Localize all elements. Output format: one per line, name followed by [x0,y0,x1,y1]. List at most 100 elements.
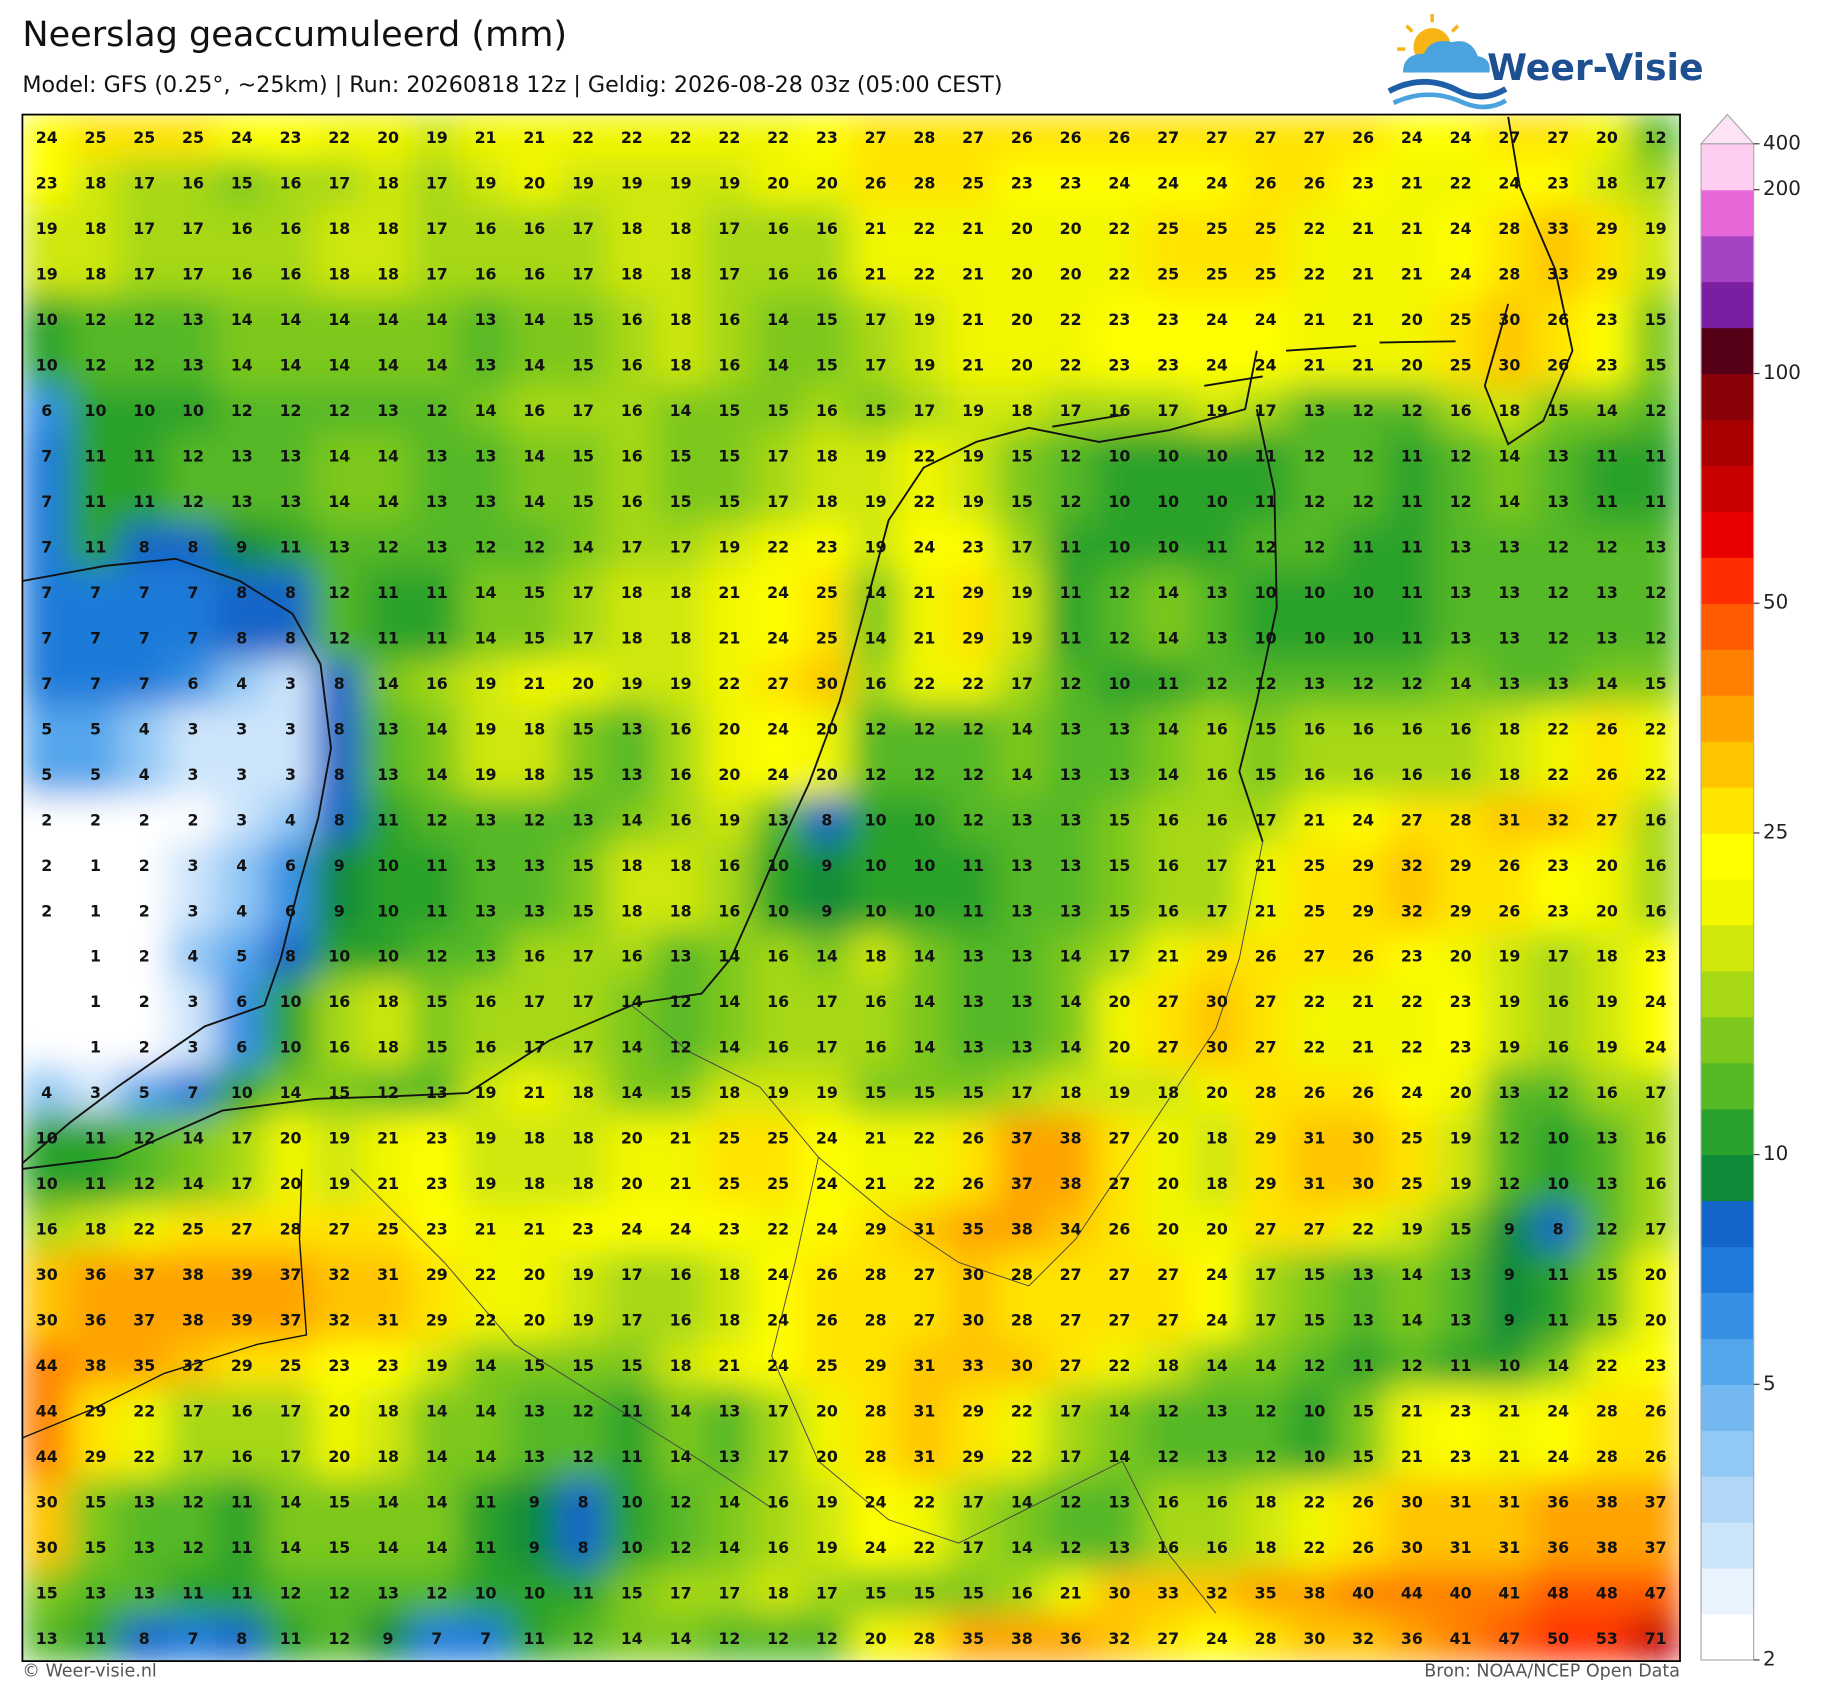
value-label: 29 [1352,901,1374,920]
value-label: 24 [1157,173,1179,192]
precip-cell [752,1614,804,1662]
precip-cell [362,386,414,435]
precip-cell [1191,1614,1243,1662]
map-frame [21,113,1681,1663]
precip-cell [996,932,1048,980]
value-label: 23 [1450,1402,1472,1421]
precip-cell [703,886,755,935]
value-label: 19 [767,1083,789,1102]
value-label: 25 [1255,264,1277,283]
value-label: 25 [1157,264,1179,283]
precip-cell [703,386,755,435]
value-label: 21 [1352,310,1374,329]
precip-cell [265,568,317,617]
precip-cell [801,1068,853,1117]
precip-cell [1630,249,1681,298]
precip-cell [69,613,122,662]
value-label: 5 [139,1083,150,1102]
value-label: 13 [1596,628,1618,647]
value-label: 11 [85,446,107,465]
value-label: 26 [1498,856,1520,875]
value-label: 39 [231,1311,253,1330]
precip-cell [655,659,707,708]
value-label: 4 [236,856,247,875]
precip-cell [1288,1478,1340,1526]
precip-cell [118,704,170,753]
value-label: 16 [523,264,545,283]
precip-cell [216,1614,268,1662]
precip-cell [460,1568,512,1617]
precip-cell [996,750,1048,799]
precip-cell [265,340,317,389]
precip-cell [850,158,902,207]
value-label: 17 [913,401,935,420]
value-label: 8 [236,1629,247,1648]
precip-cell [22,1614,73,1662]
value-label: 16 [1206,810,1228,829]
value-label: 19 [426,128,448,147]
precip-cell [1435,1432,1487,1481]
precip-cell [801,1568,853,1617]
precip-cell [898,249,950,298]
value-label: 14 [1011,1493,1033,1512]
value-label: 33 [1157,1584,1179,1603]
value-label: 19 [36,219,58,238]
value-label: 16 [1645,901,1667,920]
value-label: 15 [1108,810,1130,829]
precip-cell [1483,158,1535,207]
value-label: 27 [1157,1629,1179,1648]
colorbar-tick-label: 2 [1763,1647,1776,1670]
value-label: 10 [913,810,935,829]
value-label: 12 [962,810,984,829]
value-label: 14 [1108,1402,1130,1421]
colorbar-segment [1701,281,1754,329]
precip-cell [460,1523,512,1572]
precip-cell [1142,1296,1194,1344]
value-label: 12 [572,1447,594,1466]
value-label: 21 [1303,355,1325,374]
value-label: 11 [280,537,302,556]
value-label: 14 [475,1402,497,1421]
precip-cell [1191,477,1243,526]
precip-cell [22,886,73,935]
value-label: 31 [913,1402,935,1421]
value-label: 19 [816,1493,838,1512]
precip-cell [1093,750,1145,799]
precip-cell [362,295,414,344]
value-label: 27 [865,128,887,147]
precip-cell [167,886,219,935]
value-label: 12 [377,1083,399,1102]
value-label: 22 [913,674,935,693]
value-label: 21 [1401,173,1423,192]
value-label: 17 [523,992,545,1011]
precip-cell [947,704,999,753]
colorbar-extension [1699,113,1755,145]
value-label: 28 [865,1402,887,1421]
value-label: 24 [1206,355,1228,374]
value-label: 7 [188,1629,199,1648]
value-label: 12 [1498,1174,1520,1193]
precip-cell [1142,613,1194,662]
value-label: 13 [523,1402,545,1421]
precip-cell [703,340,755,389]
value-label: 22 [718,128,740,147]
precip-cell [557,1478,609,1526]
precip-cell [1240,477,1292,526]
value-label: 2 [188,810,199,829]
value-label: 37 [280,1265,302,1284]
value-label: 21 [865,1129,887,1148]
value-label: 21 [718,628,740,647]
precip-cell [265,249,317,298]
value-label: 32 [1108,1629,1130,1648]
precip-cell [313,1114,365,1162]
precip-cell [1435,1523,1487,1572]
value-label: 17 [1206,901,1228,920]
precip-cell [508,249,560,298]
value-label: 16 [523,947,545,966]
value-label: 11 [962,901,984,920]
value-label: 10 [1352,583,1374,602]
value-label: 4 [139,765,150,784]
value-label: 17 [1547,947,1569,966]
precip-cell [1532,1296,1584,1344]
value-label: 13 [280,492,302,511]
